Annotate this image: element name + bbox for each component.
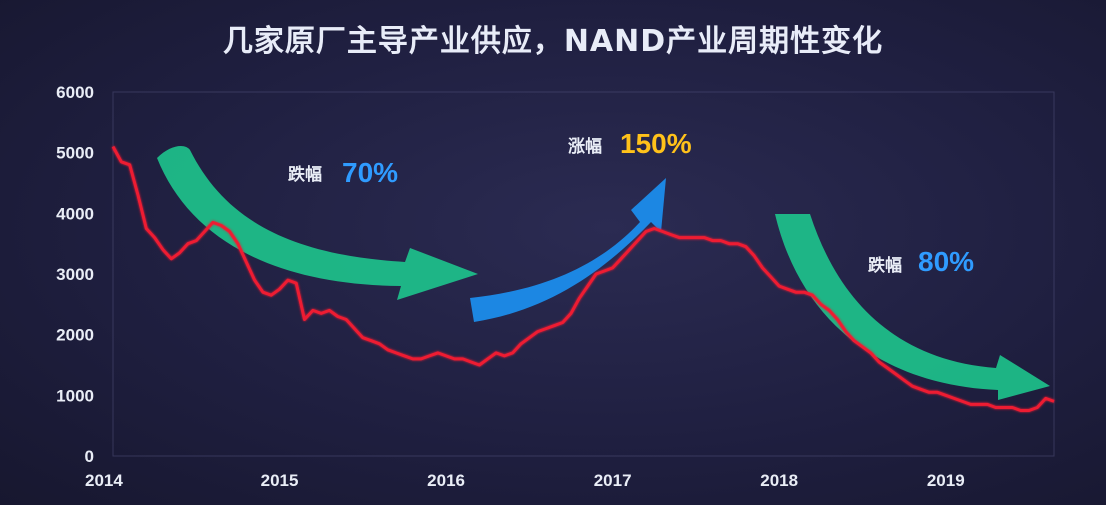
annotation-value: 80% [918,246,974,277]
downtrend-arrow-2018 [775,214,1050,400]
y-tick-label: 2000 [56,326,94,345]
y-tick-label: 3000 [56,265,94,284]
y-tick-label: 6000 [56,83,94,102]
annotation-label: 跌幅 [288,164,322,185]
x-tick-label: 2017 [594,471,632,490]
x-tick-label: 2019 [927,471,965,490]
x-tick-label: 2015 [261,471,299,490]
axis-ticks: 0 1000 2000 3000 4000 5000 6000 2014 2015 2016 201… [56,83,964,490]
y-tick-label: 5000 [56,144,94,163]
x-tick-label: 2014 [85,471,123,490]
chart-title: 几家原厂主导产业供应，NAND产业周期性变化 [222,24,884,59]
plot-area-frame [112,91,1055,457]
y-tick-label: 1000 [56,386,94,405]
annotation-value: 150% [620,128,692,159]
uptrend-arrow-2016 [470,178,666,322]
annotation-rise-150: 涨幅 150% [568,128,692,159]
annotation-drop-70: 跌幅 70% [288,157,398,188]
y-tick-label: 0 [85,447,94,466]
annotation-label: 涨幅 [568,136,602,157]
x-tick-label: 2016 [427,471,465,490]
x-tick-label: 2018 [760,471,798,490]
nand-price-line [111,145,1055,412]
annotation-drop-80: 跌幅 80% [868,246,974,277]
annotation-value: 70% [342,157,398,188]
y-tick-label: 4000 [56,204,94,223]
annotation-label: 跌幅 [868,255,902,276]
downtrend-arrow-2014 [157,146,478,300]
